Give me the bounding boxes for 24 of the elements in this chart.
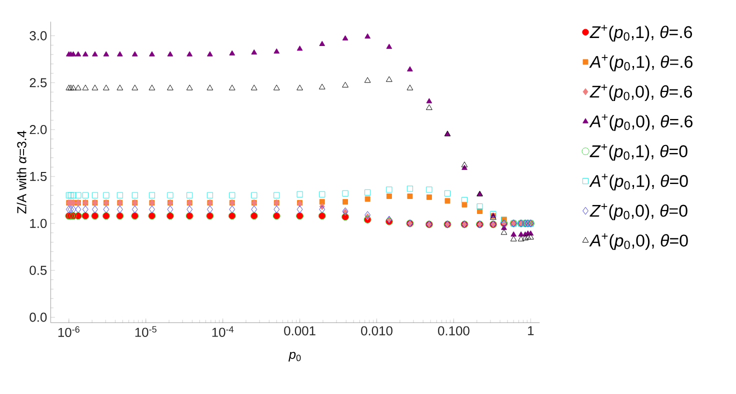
legend-label: Z$^{+}$(p$_{0}$,0), θ=0	[590, 204, 688, 220]
legend-label: A$^{+}$(p$_{0}$,1), θ=0	[589, 174, 688, 190]
legend-label: Z$^{+}$(p$_{0}$,0), θ=.6	[590, 84, 692, 102]
x-tick-label: 10$^{-5}$	[135, 326, 156, 337]
y-tick-label: 2.5	[30, 78, 47, 88]
y-tick-label: 3.0	[30, 31, 47, 40]
legend-label: Z$^{+}$(p$_{0}$,1), θ=0	[590, 144, 688, 161]
legend-label: A$^{+}$(p$_{0}$,1), θ=.6	[589, 54, 692, 72]
y-tick-label: 0.5	[30, 266, 47, 275]
x-tick-label: 10$^{-6}$	[58, 326, 80, 338]
x-tick-label: 0.010	[361, 326, 392, 336]
legend-label: Z$^{+}$(p$_{0}$,1), θ=.6	[590, 24, 692, 42]
y-tick-label: 1.5	[30, 172, 47, 182]
x-tick-label: 10$^{-4}$	[212, 326, 234, 337]
y-tick-label: 0.0	[30, 312, 47, 322]
x-tick-label: 0.001	[284, 326, 316, 336]
y-tick-label: 1.0	[30, 218, 47, 228]
x-tick-label: 1	[528, 326, 534, 336]
legend-label: A$^{+}$(p$_{0}$,0), θ=0	[589, 233, 688, 250]
y-axis-title: Z/A with α=3.4	[16, 130, 26, 214]
legend-label: A$^{+}$(p$_{0}$,0), θ=.6	[589, 114, 692, 131]
x-tick-label: 0.100	[438, 326, 470, 336]
y-tick-label: 2.0	[30, 125, 47, 134]
x-axis-title: p$_{0}$	[288, 352, 301, 362]
